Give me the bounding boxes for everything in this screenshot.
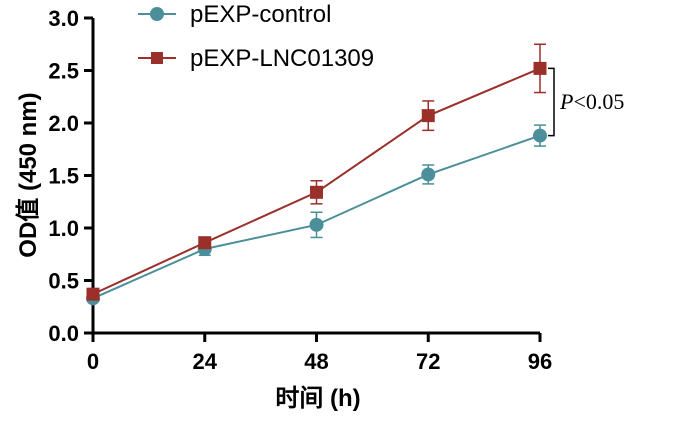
y-axis-title: OD值 (450 nm) xyxy=(14,92,42,257)
y-tick-label: 0.0 xyxy=(48,321,79,346)
x-axis-title: 时间 (h) xyxy=(275,385,360,412)
x-tick-label: 96 xyxy=(528,349,552,374)
y-tick-label: 1.5 xyxy=(48,164,79,189)
data-point xyxy=(421,109,435,123)
data-point xyxy=(86,287,100,301)
x-tick-label: 0 xyxy=(87,349,99,374)
legend: pEXP-control pEXP-LNC01309 xyxy=(138,1,374,72)
x-tick-label: 24 xyxy=(193,349,218,374)
y-tick-label: 2.0 xyxy=(48,111,79,136)
data-point xyxy=(309,217,324,232)
y-ticks: 0.0 0.5 1.0 1.5 2.0 2.5 3.0 xyxy=(48,6,93,346)
x-ticks: 0 24 48 72 96 xyxy=(87,333,552,374)
series-0 xyxy=(86,124,547,306)
significance-bracket xyxy=(548,67,555,137)
y-tick-label: 1.0 xyxy=(48,216,79,241)
legend-item-lnc01309: pEXP-LNC01309 xyxy=(138,45,374,72)
legend-marker-lnc01309 xyxy=(151,52,163,64)
legend-label-lnc01309: pEXP-LNC01309 xyxy=(190,45,374,72)
significance-label: P<0.05 xyxy=(559,89,624,114)
significance-annotation: P<0.05 xyxy=(548,67,624,137)
data-point xyxy=(533,128,547,143)
plot-area xyxy=(86,43,547,306)
y-tick-label: 0.5 xyxy=(48,269,79,294)
legend-item-control: pEXP-control xyxy=(138,1,331,28)
axes: 0.0 0.5 1.0 1.5 2.0 2.5 3.0 0 24 48 72 96 时间 (h) O… xyxy=(14,6,552,412)
data-point xyxy=(310,185,323,199)
series-1 xyxy=(86,43,547,301)
data-point xyxy=(421,167,436,182)
data-point xyxy=(533,61,547,75)
y-tick-label: 3.0 xyxy=(48,6,79,31)
x-tick-label: 72 xyxy=(416,349,440,374)
significance-value: <0.05 xyxy=(573,89,624,114)
y-tick-label: 2.5 xyxy=(48,59,79,84)
significance-p: P xyxy=(559,89,573,114)
legend-marker-control xyxy=(150,7,164,21)
x-tick-label: 48 xyxy=(304,349,328,374)
data-point xyxy=(198,236,212,250)
legend-label-control: pEXP-control xyxy=(190,1,331,28)
